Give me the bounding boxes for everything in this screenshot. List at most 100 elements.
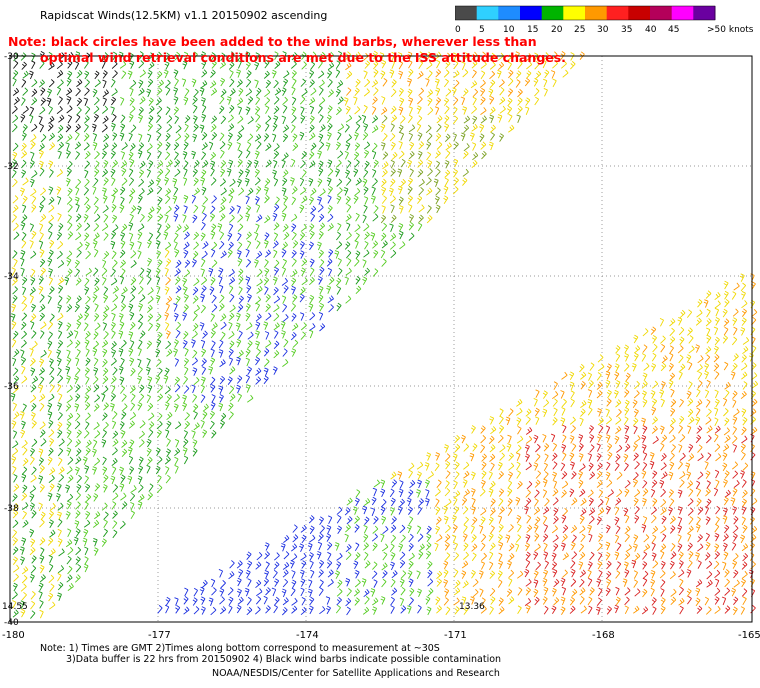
- wind-barb: [156, 484, 163, 494]
- wind-barb: [731, 336, 738, 346]
- wind-barb: [103, 330, 109, 340]
- wind-barb: [443, 505, 448, 515]
- wind-barb: [534, 533, 540, 542]
- wind-barb: [119, 483, 125, 492]
- wind-barb: [525, 435, 533, 444]
- wind-barb: [264, 89, 271, 98]
- wind-barb: [292, 524, 298, 533]
- wind-barb: [479, 488, 486, 497]
- wind-barb: [507, 480, 513, 489]
- wind-barb: [696, 309, 703, 318]
- wind-barb: [184, 347, 189, 357]
- wind-barb: [596, 381, 603, 390]
- wind-barb: [517, 523, 522, 533]
- wind-barb: [624, 605, 629, 615]
- wind-barb: [308, 124, 315, 133]
- wind-barb: [723, 290, 729, 300]
- wind-barb: [526, 70, 532, 79]
- wind-barb: [110, 277, 118, 286]
- wind-barb: [157, 474, 162, 484]
- wind-barb: [452, 453, 458, 462]
- wind-barb: [291, 249, 297, 259]
- wind-barb: [355, 250, 361, 260]
- wind-barb: [336, 141, 341, 151]
- wind-barb: [390, 204, 395, 213]
- wind-barb: [265, 587, 271, 596]
- wind-barb: [499, 452, 505, 461]
- wind-barb: [660, 452, 667, 462]
- wind-barb: [444, 480, 450, 489]
- wind-barb: [641, 606, 649, 615]
- wind-barb: [31, 509, 37, 519]
- wind-barb: [102, 385, 109, 395]
- wind-barb: [155, 124, 162, 133]
- wind-barb: [40, 438, 47, 447]
- wind-barb: [102, 367, 109, 377]
- wind-barb: [652, 380, 659, 389]
- wind-barb: [390, 60, 396, 69]
- wind-barb: [237, 59, 242, 69]
- wind-barb: [533, 397, 538, 407]
- wind-barb: [370, 588, 376, 597]
- wind-barb: [184, 51, 189, 61]
- wind-barb: [363, 70, 368, 79]
- wind-barb: [94, 277, 100, 286]
- wind-barb: [345, 134, 352, 143]
- wind-barb: [634, 435, 641, 443]
- wind-barb: [741, 489, 748, 498]
- wind-barb: [129, 241, 135, 250]
- wind-barb: [398, 140, 403, 150]
- wind-barb: [93, 96, 100, 106]
- wind-barb: [461, 61, 466, 70]
- colorbar-swatch: [541, 6, 564, 20]
- wind-barb: [48, 358, 54, 367]
- wind-barb: [102, 79, 107, 89]
- wind-barb: [245, 303, 251, 312]
- wind-barb: [561, 514, 567, 524]
- wind-barb: [425, 489, 430, 498]
- wind-barb: [543, 87, 548, 97]
- wind-barb: [552, 60, 558, 69]
- wind-barb: [471, 497, 476, 507]
- wind-barb: [399, 498, 405, 508]
- wind-barb: [111, 203, 117, 213]
- wind-barb: [174, 151, 179, 160]
- wind-barb: [651, 363, 657, 372]
- wind-barb: [283, 78, 289, 87]
- wind-barb: [560, 596, 566, 606]
- wind-barb: [165, 330, 171, 339]
- wind-barb: [66, 447, 72, 456]
- wind-barb: [30, 474, 37, 483]
- wind-barb: [209, 80, 217, 89]
- wind-barb: [192, 349, 198, 359]
- wind-barb: [703, 299, 709, 308]
- wind-barb: [706, 379, 711, 389]
- wind-barb: [452, 168, 458, 178]
- wind-barb: [318, 569, 324, 578]
- colorbar-swatch: [476, 6, 499, 20]
- wind-barb: [112, 447, 118, 456]
- wind-barb: [408, 203, 413, 213]
- wind-barb: [155, 230, 161, 240]
- wind-barb: [281, 203, 288, 213]
- wind-barb: [497, 114, 503, 123]
- colorbar-label: 20: [551, 25, 563, 35]
- colorbar-label: 10: [503, 25, 515, 35]
- wind-barb: [408, 124, 416, 133]
- wind-barb: [282, 152, 289, 161]
- wind-barb: [723, 427, 730, 436]
- wind-barb: [291, 60, 297, 69]
- wind-barb: [40, 321, 47, 330]
- wind-barb: [633, 570, 638, 579]
- wind-barb: [146, 456, 153, 466]
- wind-barb: [263, 348, 270, 357]
- wind-barb: [273, 259, 280, 269]
- wind-barb: [462, 533, 468, 542]
- wind-barb: [30, 610, 36, 619]
- wind-barb: [138, 114, 144, 123]
- wind-barb: [371, 533, 378, 542]
- wind-barb: [139, 267, 145, 276]
- wind-barb: [228, 411, 234, 420]
- wind-barb: [561, 471, 568, 480]
- wind-barb: [587, 407, 593, 416]
